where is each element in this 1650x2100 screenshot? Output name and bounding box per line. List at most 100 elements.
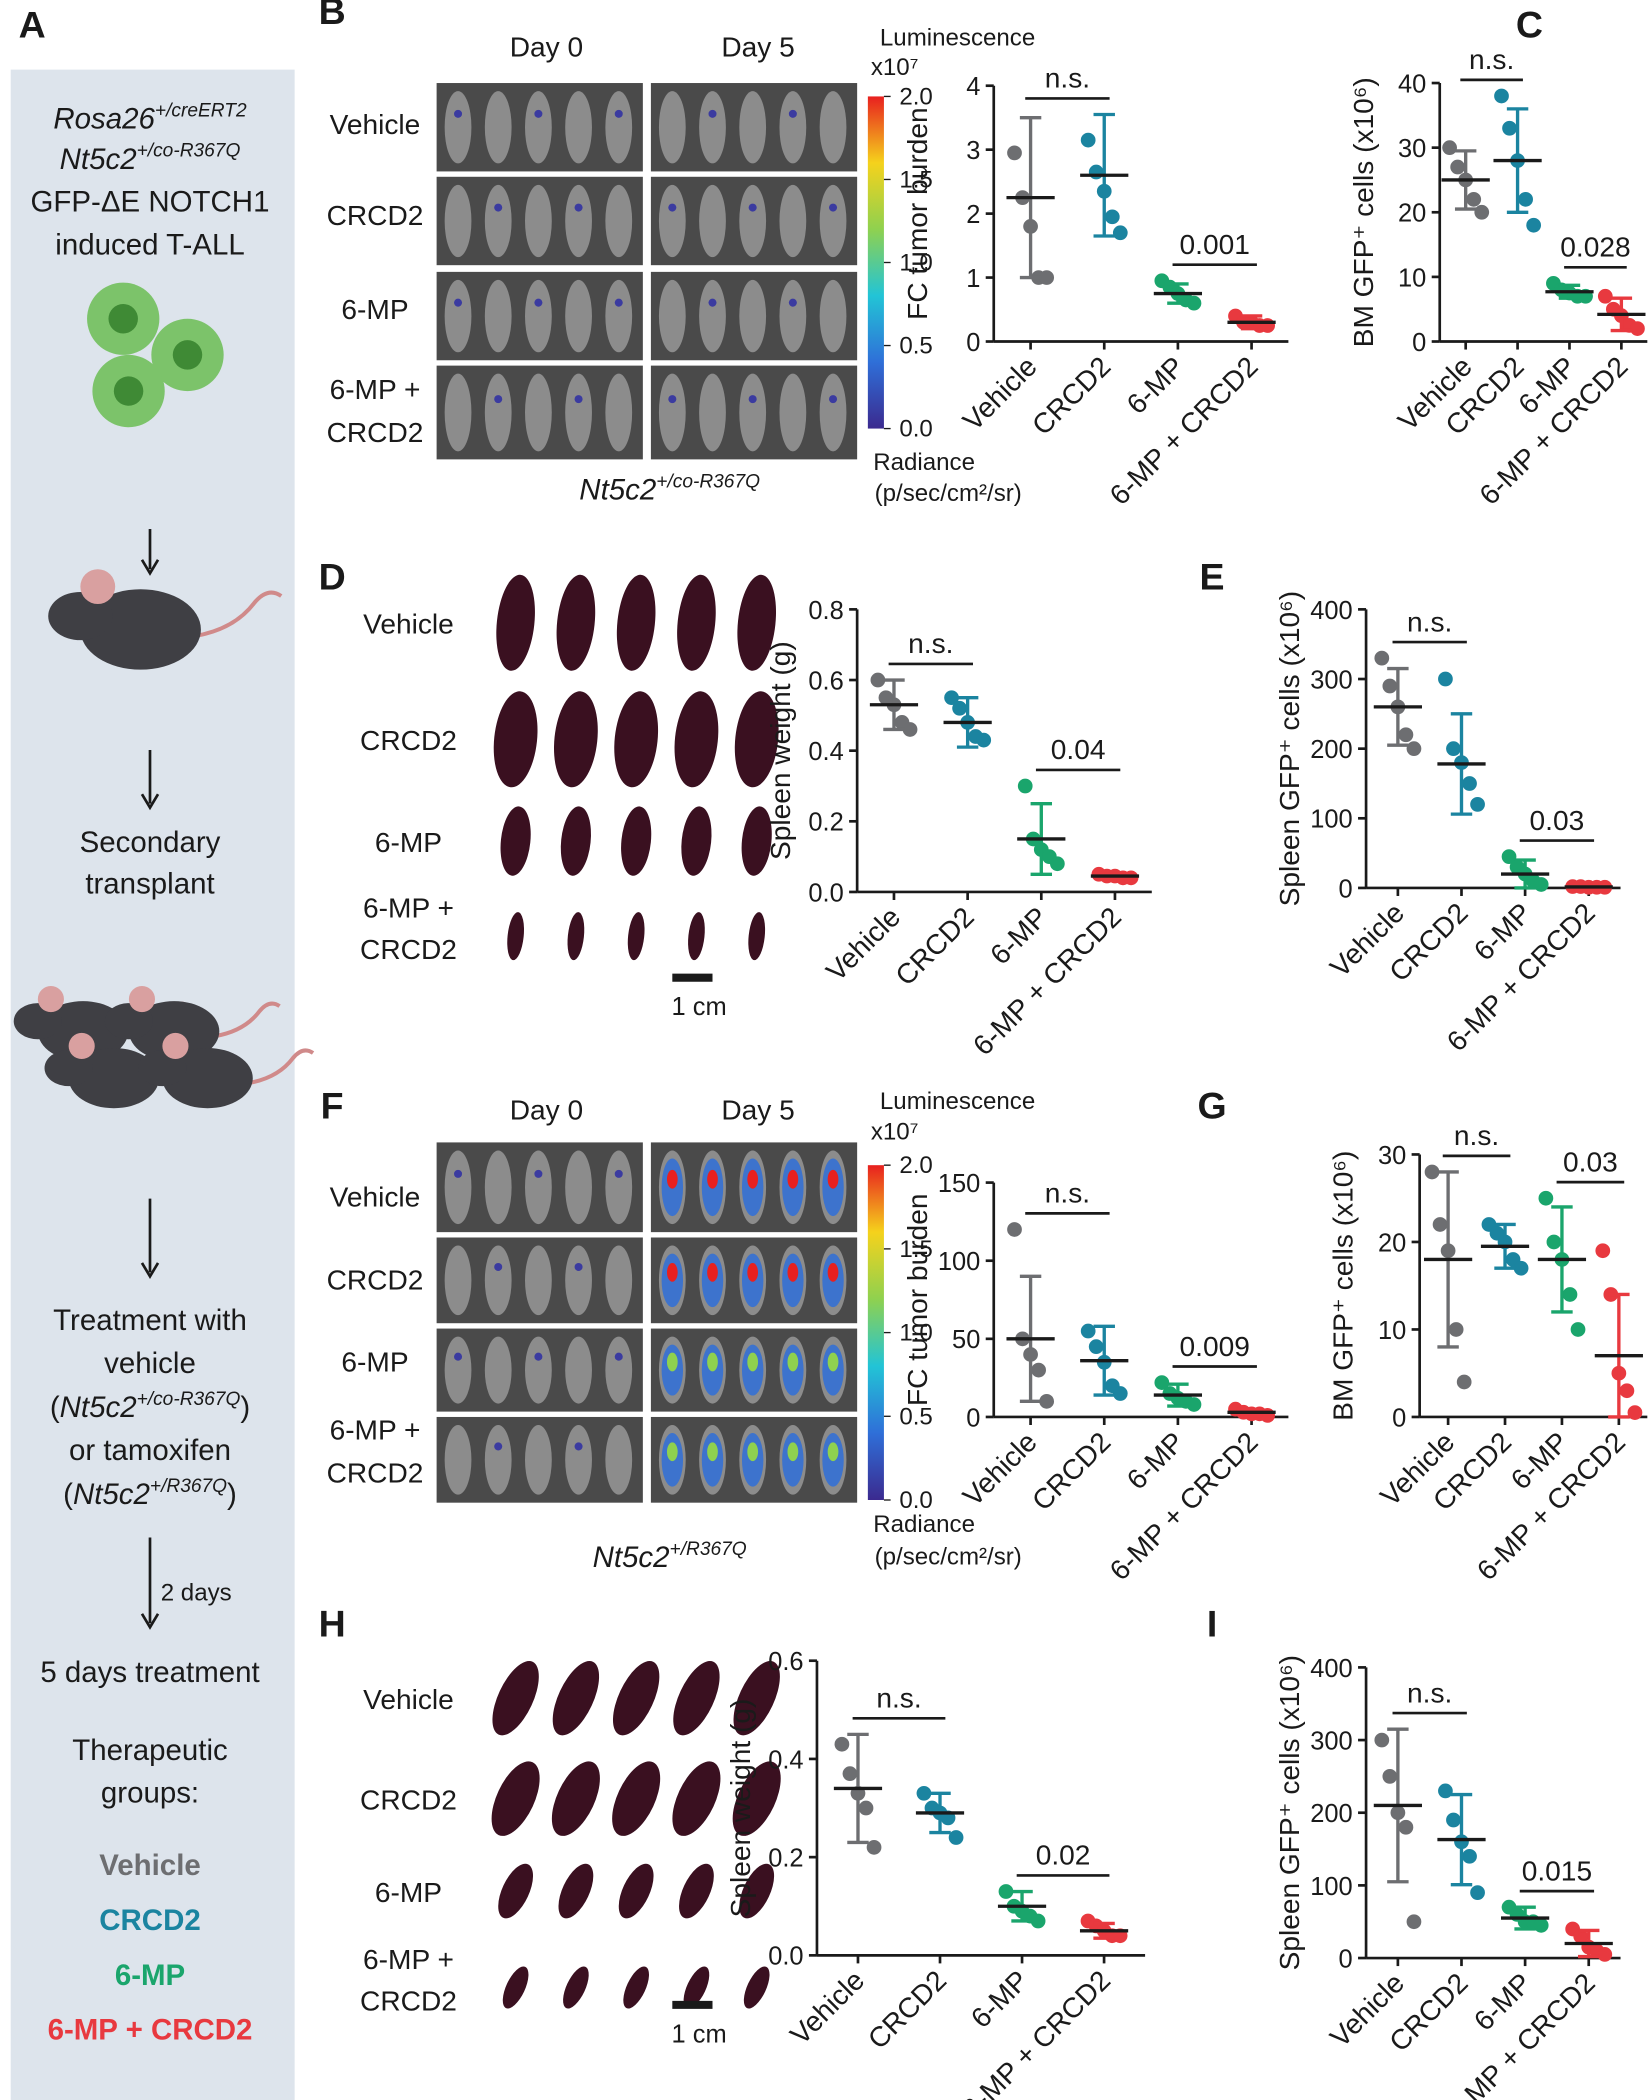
group-name: Vehicle [99,1849,201,1882]
row-label: 6-MP [375,1877,442,1908]
workflow-text: transplant [85,867,214,900]
y-tick-label: 0.4 [808,738,843,766]
comparison-label: n.s. [1407,606,1452,637]
data-point [1007,145,1022,161]
workflow-text: induced T-ALL [55,228,244,261]
data-point [1112,225,1128,241]
colorbar [867,1165,884,1500]
mouse-in-photo [444,279,472,353]
signal [534,1352,543,1361]
data-point [1088,1339,1104,1355]
text-run: +/creERT2 [155,101,247,122]
row-label: Vehicle [330,1182,421,1213]
panel-label: B [319,0,346,32]
row-label: 6-MP [341,1346,408,1377]
data-point [1518,191,1533,207]
data-point [902,722,918,737]
data-point [1017,778,1033,794]
comparison-label: 0.015 [1522,1855,1592,1886]
y-tick-label: 0.6 [808,667,843,695]
signal [829,203,838,212]
row-label: CRCD2 [360,1784,457,1815]
data-point [944,690,959,706]
colorbar-tick-label: 1.5 [899,167,932,194]
y-tick-label: 10 [1378,1317,1406,1345]
panel-label: I [1207,1603,1217,1645]
day-label: Day 0 [510,1095,583,1126]
spleen [553,691,598,788]
spleen [498,1863,534,1919]
data-point [870,672,886,688]
comparison-label: n.s. [1454,1120,1499,1151]
y-tick-label: 300 [1310,666,1352,694]
row-label: 6-MP + [330,1415,421,1446]
colorbar-exponent: x10⁷ [871,54,919,81]
y-tick-label: 0.2 [808,809,843,837]
spleen [618,1863,654,1919]
y-tick-label: 0.6 [768,1648,803,1676]
mouse-in-photo [819,184,847,258]
row-label: CRCD2 [327,1265,424,1296]
text-run: 5 days treatment [40,1656,259,1689]
data-point [1112,1386,1128,1401]
signal [574,1442,583,1451]
text-run: vehicle [104,1347,196,1380]
data-point [1474,204,1490,220]
text-run: +/co-R367Q [137,141,241,162]
row-label: CRCD2 [327,417,424,448]
text-run: ) [227,1478,237,1511]
spleen [493,691,538,788]
spleen [623,1966,649,2009]
y-tick-label: 300 [1310,1727,1352,1755]
y-tick-label: 0.0 [808,879,843,907]
spleen [614,691,659,788]
mouse-in-photo [819,373,847,452]
x-tick-label: CRCD2 [1026,1426,1116,1516]
mouse-in-photo [605,373,633,452]
text-run: ) [240,1391,250,1424]
mouse-in-photo [658,184,686,258]
data-point [1456,1374,1472,1390]
mouse-in-photo [525,1336,552,1404]
data-point [1470,1885,1485,1901]
signal [788,298,797,307]
text-run: +/R367Q [150,1476,227,1497]
data-point [948,1830,964,1845]
row-label: 6-MP [375,827,442,858]
data-point [1438,671,1453,687]
y-tick-label: 3 [966,137,980,165]
spleen [491,1761,540,1836]
mouse-head [44,1050,93,1087]
mouse-in-photo [484,1245,512,1316]
data-point [1570,1322,1586,1337]
data-point [1088,164,1104,180]
x-tick-label: Vehicle [784,1964,870,2050]
genotype-label: Nt5c2+/co-R367Q [579,472,760,507]
data-point [1442,140,1457,156]
data-point [1406,741,1422,757]
panel-label: F [321,1084,344,1126]
day-label: Day 5 [721,31,794,62]
comparison-label: 0.001 [1180,229,1250,260]
spleen [741,806,772,876]
row-label: CRCD2 [360,934,457,965]
data-point [1154,1375,1170,1390]
signal [747,1169,759,1189]
spleen [743,1966,770,2009]
colorbar-tick-label: 0.0 [899,1487,932,1514]
day-label: Day 5 [721,1095,794,1126]
signal [454,109,463,118]
y-tick-label: 1 [966,265,980,293]
y-tick-label: 30 [1378,1142,1406,1170]
workflow-text: Treatment with [53,1304,247,1337]
workflow-text: GFP-ΔE NOTCH1 [31,186,270,219]
spleen [567,912,585,961]
y-tick-label: 0 [1412,329,1426,357]
data-point [1031,1362,1046,1378]
row-label: Vehicle [363,608,454,639]
spleen [612,1761,661,1836]
mouse-in-photo [819,279,847,353]
data-point [842,1766,858,1782]
group-name: CRCD2 [99,1904,200,1937]
workflow-text: groups: [101,1777,199,1810]
